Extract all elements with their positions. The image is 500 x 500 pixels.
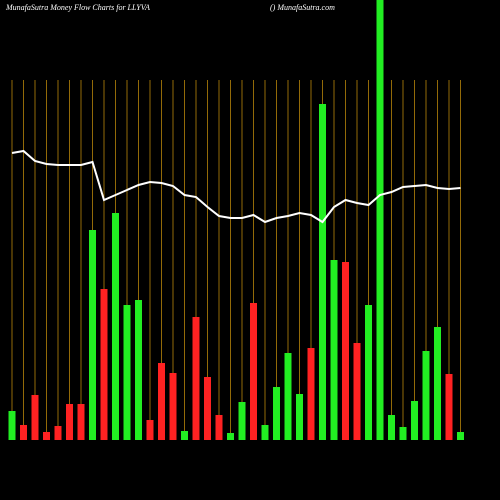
- bar: [365, 305, 372, 440]
- bar: [169, 373, 177, 440]
- bar: [273, 387, 280, 440]
- bar: [261, 425, 269, 440]
- bar: [376, 0, 384, 440]
- bar: [422, 351, 430, 440]
- bar: [54, 426, 62, 440]
- bar: [181, 431, 188, 440]
- bar: [388, 415, 395, 440]
- bars: [8, 0, 464, 440]
- bar: [204, 377, 211, 440]
- bar: [158, 363, 165, 440]
- money-flow-line: [11, 149, 461, 224]
- bar: [330, 260, 338, 440]
- bar: [66, 404, 73, 440]
- bar: [89, 230, 96, 440]
- bar: [342, 262, 349, 440]
- bar: [457, 432, 464, 440]
- bar: [43, 432, 50, 440]
- bar: [100, 289, 108, 440]
- chart-subtitle: () MunafaSutra.com: [270, 3, 335, 12]
- bar: [296, 394, 303, 440]
- bar: [319, 104, 326, 440]
- bar: [192, 317, 200, 440]
- bar: [353, 343, 361, 440]
- bar: [411, 401, 418, 440]
- bar: [112, 213, 119, 440]
- bar: [399, 427, 407, 440]
- bar: [284, 353, 292, 440]
- bar: [20, 425, 27, 440]
- chart-title: MunafaSutra Money Flow Charts for LLYVA: [5, 3, 150, 12]
- bar: [250, 303, 257, 440]
- bar: [227, 433, 234, 440]
- bar: [215, 415, 223, 440]
- bar: [445, 374, 453, 440]
- bar: [238, 402, 246, 440]
- bar: [31, 395, 39, 440]
- bar: [135, 300, 142, 440]
- bar: [307, 348, 315, 440]
- bar: [8, 411, 16, 440]
- bar: [146, 420, 154, 440]
- bar: [434, 327, 441, 440]
- bar: [123, 305, 131, 440]
- bar: [77, 404, 85, 440]
